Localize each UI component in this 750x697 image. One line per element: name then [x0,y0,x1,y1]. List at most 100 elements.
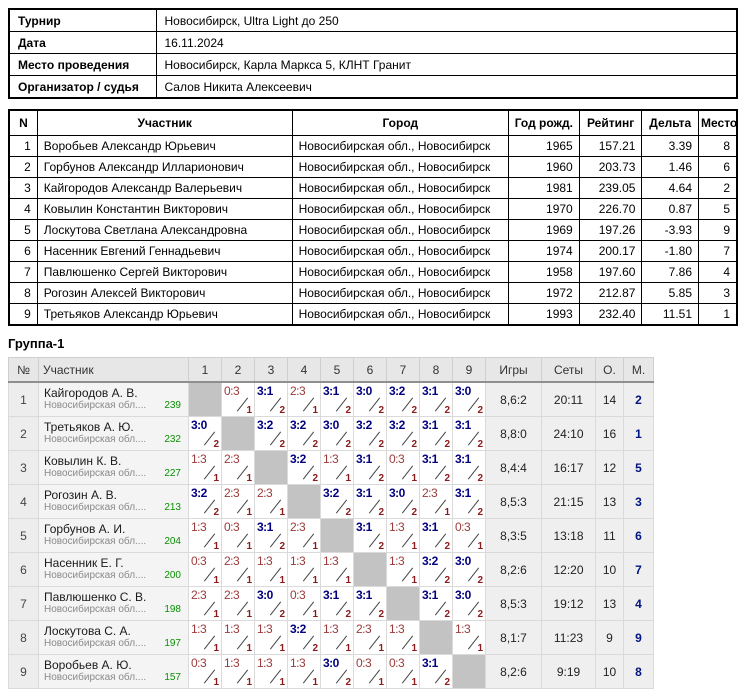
points-gained: 1 [279,643,285,654]
group-row: 4 Рогозин А. В. Новосибирская обл.... 21… [8,484,654,519]
points-gained: 1 [312,677,318,688]
sets-summary: 9:19 [541,654,596,689]
participants-header-row: N Участник Город Год рожд. Рейтинг Дельт… [8,109,738,136]
participant-rating: 203.73 [578,156,643,178]
score-cell: 0:3 1 [452,518,486,553]
score-cell: 3:0 2 [452,552,486,587]
match-score: 1:3 [224,656,240,670]
points-gained: 2 [378,405,384,416]
participant-rating: 157.21 [578,135,643,157]
match-score: 3:1 [257,384,273,398]
points-gained: 2 [444,439,450,450]
score-cell: 1:3 1 [287,552,321,587]
participant-birth-year: 1970 [507,198,580,220]
sets-summary: 20:11 [541,381,596,417]
match-score: 0:3 [224,384,240,398]
score-cell: 2:3 1 [221,484,255,519]
points-gained: 1 [444,507,450,518]
score-cell: 3:2 2 [320,484,354,519]
self-cell [221,416,255,451]
column-header-place: Место [698,109,738,136]
match-score: 2:3 [356,622,372,636]
points-gained: 2 [411,507,417,518]
score-cell: 2:3 1 [254,484,288,519]
final-place: 9 [623,620,654,655]
match-score: 1:3 [323,554,339,568]
score-cell: 1:3 1 [320,620,354,655]
group-header-opponent: 5 [320,357,354,383]
sets-summary: 16:17 [541,450,596,485]
points-gained: 1 [312,609,318,620]
participant-row: 9 Третьяков Александр Юрьевич Новосибирс… [8,303,738,326]
points-gained: 2 [444,405,450,416]
final-place: 7 [623,552,654,587]
score-cell: 0:3 1 [353,654,387,689]
points-gained: 2 [411,439,417,450]
self-cell [188,381,222,417]
match-score: 3:1 [356,486,372,500]
points-gained: 2 [345,439,351,450]
match-score: 3:2 [323,486,339,500]
points-gained: 1 [246,609,252,620]
points-gained: 2 [345,609,351,620]
match-score: 1:3 [257,554,273,568]
match-score: 0:3 [290,588,306,602]
info-label: Организатор / судья [8,75,157,99]
points-gained: 2 [345,677,351,688]
player-cell: Воробьев А. Ю. Новосибирская обл.... 157 [38,654,189,689]
participant-number: 1 [8,135,38,157]
match-score: 1:3 [224,622,240,636]
score-cell: 1:3 1 [221,654,255,689]
match-score: 3:1 [455,486,471,500]
points-gained: 1 [477,643,483,654]
participant-city: Новосибирская обл., Новосибирск [291,198,509,220]
points-total: 11 [595,518,624,553]
match-score: 3:1 [422,520,438,534]
match-score: 0:3 [455,520,471,534]
final-place: 3 [623,484,654,519]
points-gained: 1 [312,541,318,552]
player-cell: Кайгородов А. В. Новосибирская обл.... 2… [38,381,189,417]
points-gained: 2 [312,439,318,450]
score-cell: 1:3 1 [320,450,354,485]
points-gained: 1 [246,643,252,654]
points-total: 12 [595,450,624,485]
points-gained: 2 [213,439,219,450]
player-name: Ковылин К. В. [44,454,122,468]
points-total: 10 [595,552,624,587]
player-subline: Новосибирская обл.... 200 [44,570,183,582]
participant-place: 1 [698,303,738,326]
score-cell: 1:3 1 [188,518,222,553]
score-cell: 0:3 1 [221,518,255,553]
group-header-opponent: 7 [386,357,420,383]
self-cell [419,620,453,655]
participant-birth-year: 1981 [507,177,580,199]
score-cell: 3:1 2 [254,518,288,553]
points-gained: 1 [246,405,252,416]
points-gained: 1 [345,575,351,586]
score-cell: 1:3 1 [254,620,288,655]
player-number: 8 [8,620,39,655]
match-score: 3:2 [389,418,405,432]
participant-delta: 3.39 [641,135,700,157]
participants-table: N Участник Город Год рожд. Рейтинг Дельт… [8,109,738,326]
participant-birth-year: 1965 [507,135,580,157]
column-header-delta: Дельта [641,109,700,136]
participant-place: 9 [698,219,738,241]
group-row: 6 Насенник Е. Г. Новосибирская обл.... 2… [8,552,654,587]
points-gained: 1 [279,677,285,688]
points-gained: 1 [345,473,351,484]
sets-summary: 21:15 [541,484,596,519]
participant-row: 7 Павлюшенко Сергей Викторович Новосибир… [8,261,738,283]
score-cell: 2:3 1 [221,586,255,621]
score-cell: 1:3 1 [188,450,222,485]
match-score: 1:3 [455,622,471,636]
player-cell: Рогозин А. В. Новосибирская обл.... 213 [38,484,189,519]
match-score: 2:3 [422,486,438,500]
participant-place: 7 [698,240,738,262]
group-row: 9 Воробьев А. Ю. Новосибирская обл.... 1… [8,654,654,689]
participant-number: 4 [8,198,38,220]
score-cell: 2:3 1 [287,381,321,417]
match-score: 2:3 [224,452,240,466]
final-place: 1 [623,416,654,451]
